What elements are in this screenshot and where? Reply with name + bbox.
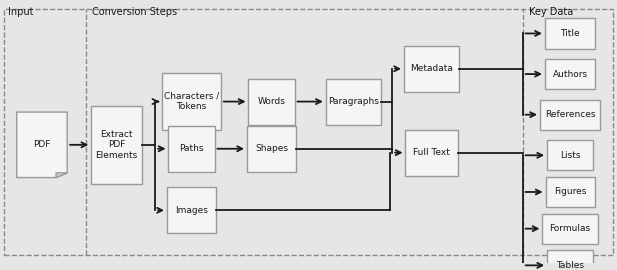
FancyBboxPatch shape (547, 140, 593, 170)
Text: References: References (545, 110, 595, 119)
Text: Tables: Tables (556, 261, 584, 270)
Text: Characters /
Tokens: Characters / Tokens (164, 92, 219, 111)
Text: Authors: Authors (553, 70, 588, 79)
FancyBboxPatch shape (91, 106, 142, 184)
FancyBboxPatch shape (249, 79, 295, 124)
FancyBboxPatch shape (545, 177, 595, 207)
Text: Figures: Figures (554, 187, 586, 197)
FancyBboxPatch shape (405, 130, 458, 176)
Text: Shapes: Shapes (255, 144, 288, 153)
Text: Lists: Lists (560, 151, 581, 160)
FancyBboxPatch shape (540, 100, 600, 130)
Polygon shape (56, 173, 67, 178)
Text: Paths: Paths (180, 144, 204, 153)
FancyBboxPatch shape (542, 214, 598, 244)
Text: Extract
PDF
Elements: Extract PDF Elements (95, 130, 138, 160)
FancyBboxPatch shape (247, 126, 296, 172)
Text: Formulas: Formulas (550, 224, 590, 233)
FancyBboxPatch shape (168, 126, 215, 172)
Text: Title: Title (560, 29, 580, 38)
FancyBboxPatch shape (545, 59, 595, 89)
Text: Key Data: Key Data (529, 7, 573, 17)
Text: PDF: PDF (33, 140, 51, 149)
FancyBboxPatch shape (547, 250, 593, 270)
Text: Paragraphs: Paragraphs (328, 97, 379, 106)
Text: Full Text: Full Text (413, 148, 450, 157)
Text: Metadata: Metadata (410, 64, 453, 73)
FancyBboxPatch shape (326, 79, 381, 124)
Text: Images: Images (175, 206, 208, 215)
Text: Input: Input (8, 7, 33, 17)
FancyBboxPatch shape (545, 18, 595, 49)
FancyBboxPatch shape (162, 73, 221, 130)
FancyBboxPatch shape (404, 46, 459, 92)
Text: Conversion Steps: Conversion Steps (92, 7, 177, 17)
FancyBboxPatch shape (167, 187, 216, 233)
Polygon shape (17, 112, 67, 178)
Text: Words: Words (258, 97, 286, 106)
